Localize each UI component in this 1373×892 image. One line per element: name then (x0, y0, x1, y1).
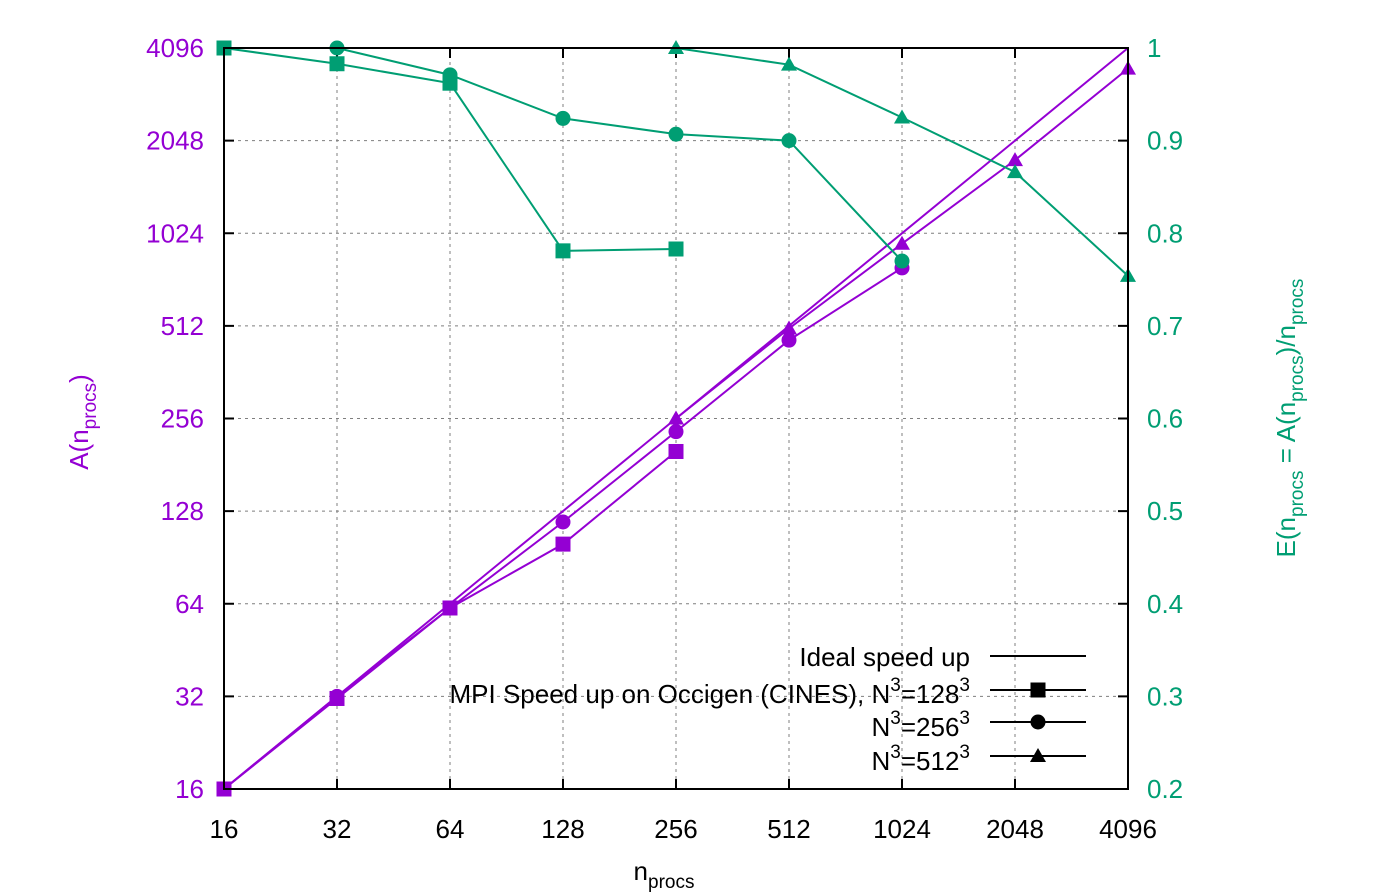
tick-label-right: 0.7 (1147, 311, 1183, 341)
data-point-e512 (894, 109, 910, 124)
tick-label-left: 4096 (146, 33, 204, 63)
y-axis-right-title: E(nprocs = A(nprocs)/nprocs (1271, 279, 1308, 558)
data-point-n512 (668, 410, 684, 425)
legend-n128-text: MPI Speed up on Occigen (CINES), N (450, 679, 891, 709)
legend-n128-sup1: 3 (890, 675, 901, 696)
data-point-e512 (781, 56, 797, 71)
tick-label-left: 128 (161, 496, 204, 526)
data-point-n512 (894, 235, 910, 250)
data-point-n256 (442, 600, 458, 616)
data-point-e256 (668, 126, 684, 142)
data-point-n512 (1007, 152, 1023, 167)
legend-sample-marker (1030, 682, 1046, 698)
legend-label-n512: N3=5123 (871, 742, 970, 776)
y-right-title-s2: procs (1287, 355, 1308, 401)
tick-label-right: 0.2 (1147, 774, 1183, 804)
legend-samples (990, 655, 1086, 762)
x-axis-title-sub: procs (648, 872, 694, 892)
grid (224, 48, 1128, 789)
plot-frame (223, 47, 1129, 790)
bottom-axis-ticks: 16 32 64 128 256 512 1024 2048 4096 (210, 48, 1157, 844)
tick-label-bottom: 32 (323, 814, 352, 844)
series-line-n128 (223, 450, 677, 790)
tick-label-left: 2048 (146, 126, 204, 156)
y-right-title-p1: E(n (1271, 517, 1301, 557)
legend-sample-marker (1030, 714, 1046, 730)
y-right-title-s1: procs (1287, 471, 1308, 517)
legend-n512-mid: =512 (901, 746, 960, 776)
legend-n256-mid: =256 (901, 712, 960, 742)
tick-label-right: 0.6 (1147, 404, 1183, 434)
legend-label-n128: MPI Speed up on Occigen (CINES), N3=1283 (450, 675, 970, 709)
y-left-title-base: A(n (64, 429, 94, 469)
tick-label-left: 256 (161, 404, 204, 434)
data-point-e512 (1007, 164, 1023, 179)
tick-label-bottom: 2048 (986, 814, 1044, 844)
tick-label-right: 0.3 (1147, 681, 1183, 711)
data-point-n256 (781, 332, 797, 348)
legend-n256-text: N (871, 712, 890, 742)
tick-label-bottom: 1024 (873, 814, 931, 844)
data-point-n256 (329, 688, 345, 704)
legend-label-n256: N3=2563 (871, 708, 970, 742)
tick-label-right: 0.5 (1147, 496, 1183, 526)
y-right-title-s3: procs (1287, 279, 1308, 325)
data-point-e256 (555, 110, 571, 126)
x-axis-title: nprocs (634, 856, 695, 892)
data-point-n128 (555, 536, 571, 552)
tick-label-right: 0.9 (1147, 126, 1183, 156)
legend-label-ideal: Ideal speed up (799, 642, 970, 672)
y-right-title-p3: )/n (1271, 325, 1301, 355)
legend-sample-marker (1030, 748, 1046, 762)
data-point-n256 (555, 514, 571, 530)
data-point-e256 (442, 67, 458, 83)
tick-label-bottom: 4096 (1099, 814, 1157, 844)
right-axis-ticks: 0.2 0.3 0.4 0.5 0.6 0.7 0.8 0.9 1 (1118, 33, 1183, 804)
tick-label-bottom: 256 (654, 814, 697, 844)
legend-n256-sup1: 3 (890, 708, 901, 729)
tick-label-left: 1024 (146, 218, 204, 248)
tick-label-right: 1 (1147, 33, 1161, 63)
y-left-title-tail: ) (64, 374, 94, 383)
legend-n512-sup2: 3 (959, 742, 970, 763)
legend-n128-mid: =128 (901, 679, 960, 709)
tick-label-right: 0.8 (1147, 218, 1183, 248)
tick-label-left: 32 (175, 681, 204, 711)
data-point-e128 (329, 56, 345, 72)
y-right-title-p2: = A(n (1271, 402, 1301, 471)
tick-label-left: 16 (175, 774, 204, 804)
tick-label-left: 512 (161, 311, 204, 341)
data-point-e128 (668, 241, 684, 257)
data-point-n512 (781, 320, 797, 335)
x-axis-title-base: n (634, 856, 648, 886)
data-point-n256 (668, 424, 684, 440)
data-point-n128 (668, 443, 684, 459)
y-axis-left-title: A(nprocs) (64, 374, 101, 470)
data-point-e256 (894, 253, 910, 269)
tick-label-bottom: 64 (436, 814, 465, 844)
tick-label-bottom: 128 (541, 814, 584, 844)
legend-n256-sup2: 3 (959, 708, 970, 729)
tick-label-right: 0.4 (1147, 589, 1183, 619)
legend-n512-text: N (871, 746, 890, 776)
left-axis-ticks: 16 32 64 128 256 512 1024 2048 4096 (146, 33, 234, 804)
series-n256 (216, 260, 910, 797)
legend-n128-sup2: 3 (959, 675, 970, 696)
tick-label-bottom: 16 (210, 814, 239, 844)
tick-label-bottom: 512 (767, 814, 810, 844)
legend-ideal-text: Ideal speed up (799, 642, 970, 672)
data-point-e256 (781, 133, 797, 149)
data-point-e128 (555, 243, 571, 259)
legend: Ideal speed up MPI Speed up on Occigen (… (450, 642, 1086, 776)
legend-n512-sup1: 3 (890, 742, 901, 763)
y-left-title-sub: procs (80, 383, 101, 429)
tick-label-left: 64 (175, 589, 204, 619)
